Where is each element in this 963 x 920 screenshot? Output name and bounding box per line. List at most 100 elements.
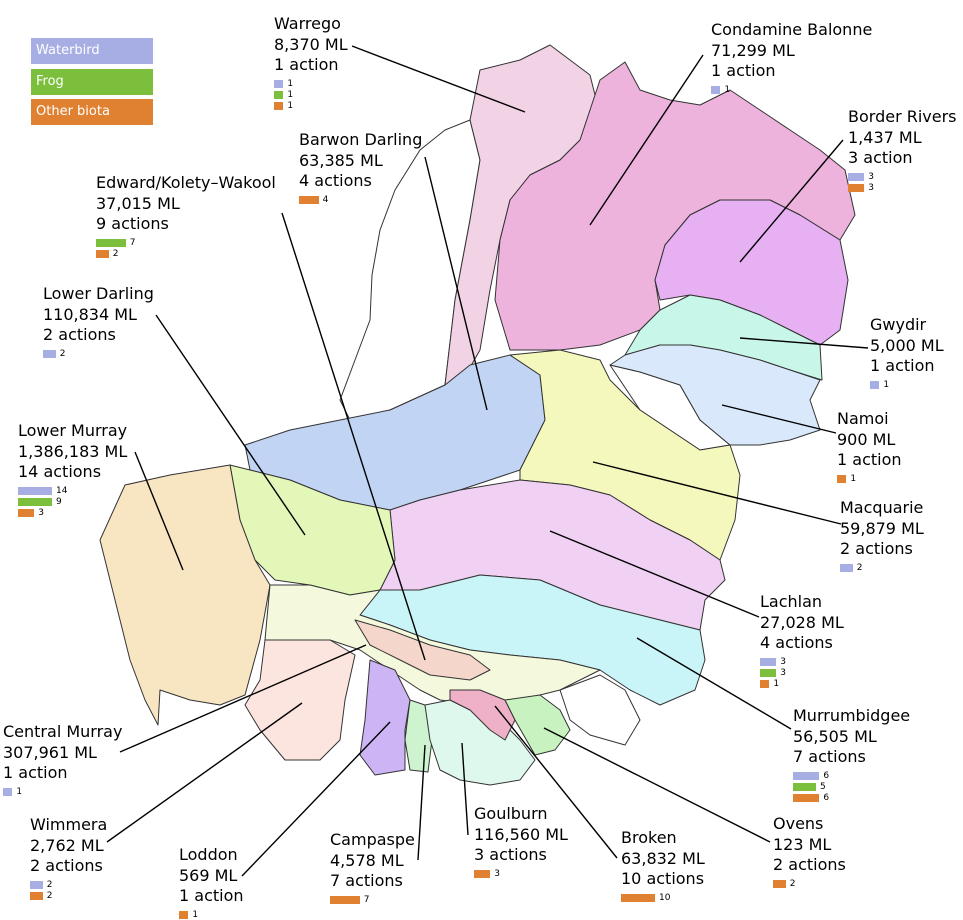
leader-campaspe [417, 744, 426, 861]
leader-border [739, 139, 844, 263]
bar-other-biota [621, 894, 655, 902]
catchment-name: Lower Murray [18, 421, 128, 440]
catchment-volume: 37,015 ML [96, 193, 180, 213]
bar-count: 1 [192, 909, 199, 920]
bar-row-waterbird: 3 [848, 172, 957, 182]
region-border-rivers [654, 199, 849, 346]
bar-row-other-biota: 3 [18, 507, 127, 518]
catchment-actions: 9 actions [96, 214, 169, 233]
leader-centralmurray [119, 644, 367, 753]
leader-macquarie [592, 461, 842, 525]
catchment-volume: 63,832 ML [621, 848, 705, 868]
bar-other-biota [760, 680, 770, 688]
catchment-volume: 27,028 ML [760, 612, 844, 632]
bar-count: 14 [56, 485, 68, 496]
bar-count: 3 [38, 507, 44, 518]
bar-row-waterbird: 14 [18, 485, 127, 496]
region-namoi [609, 344, 821, 446]
bar-waterbird [870, 381, 880, 389]
catchment-name: Campaspe [330, 830, 415, 849]
region-lower-murray [99, 464, 271, 726]
callout-centralmurray: Central Murray 307,961 ML 1 action 1 [3, 722, 122, 799]
catchment-actions: 1 action [837, 450, 902, 469]
bar-count: 2 [46, 890, 53, 901]
callout-campaspe: Campaspe 4,578 ML 7 actions 7 [330, 830, 415, 907]
bar-row-frog: 1 [274, 90, 348, 100]
leader-broken [494, 705, 618, 859]
bar-row-frog: 9 [18, 497, 127, 507]
bar-count: 1 [850, 473, 857, 484]
bar-waterbird [760, 658, 777, 666]
bar-row-frog: 3 [760, 668, 844, 678]
bar-count: 3 [780, 656, 786, 667]
bar-row-waterbird: 1 [711, 85, 872, 95]
catchment-name: Lower Darling [43, 284, 154, 303]
bar-count: 2 [789, 878, 796, 889]
catchment-volume: 4,578 ML [330, 850, 404, 870]
leader-lowermurray [134, 451, 184, 571]
catchment-actions: 3 action [848, 148, 913, 167]
bar-count: 5 [820, 781, 826, 792]
leader-wimmera [106, 702, 303, 843]
catchment-volume: 307,961 ML [3, 742, 97, 762]
callout-gwydir: Gwydir 5,000 ML 1 action 1 [870, 315, 944, 392]
bar-row-other-biota: 1 [760, 679, 844, 689]
bar-row-other-biota: 2 [30, 890, 107, 901]
catchment-actions: 1 action [274, 55, 339, 74]
leader-lines [106, 45, 869, 877]
catchment-volume: 900 ML [837, 429, 896, 449]
leader-condamine [589, 54, 704, 226]
bar-count: 3 [494, 868, 500, 879]
catchment-actions: 1 action [3, 763, 68, 782]
catchment-actions: 2 actions [773, 855, 846, 874]
catchment-name: Central Murray [3, 722, 123, 741]
catchment-name: Gwydir [870, 315, 927, 334]
catchment-name: Namoi [837, 409, 889, 428]
catchment-name: Warrego [274, 14, 341, 33]
bar-row-waterbird: 1 [274, 79, 348, 89]
bar-row-waterbird: 2 [840, 562, 924, 573]
catchment-volume: 59,879 ML [840, 518, 924, 538]
leader-lachlan [549, 530, 760, 618]
catchment-volume: 569 ML [179, 865, 238, 885]
bar-other-biota [793, 794, 820, 802]
catchment-actions: 4 actions [299, 171, 372, 190]
action-bars: 1 [870, 379, 944, 390]
catchment-volume: 110,834 ML [43, 304, 137, 324]
catchment-name: Border Rivers [848, 107, 957, 126]
bar-waterbird [711, 86, 721, 94]
action-bars: 4 [299, 195, 422, 205]
region-central-murray [264, 584, 601, 706]
catchment-actions: 14 actions [18, 462, 102, 481]
bar-row-waterbird: 2 [43, 349, 154, 359]
leader-barwon [424, 156, 488, 411]
region-loddon [359, 659, 411, 776]
bar-count: 2 [856, 562, 863, 573]
bar-count: 1 [883, 379, 890, 390]
catchment-volume: 1,437 ML [848, 127, 922, 147]
bar-waterbird [18, 487, 52, 495]
catchment-volume: 123 ML [773, 834, 832, 854]
catchment-name: Murrumbidgee [793, 706, 911, 725]
catchment-name: Barwon Darling [299, 130, 423, 149]
bar-row-waterbird: 1 [870, 379, 944, 390]
legend-waterbird: Waterbird [31, 38, 153, 64]
catchment-name: Goulburn [474, 804, 548, 823]
catchment-volume: 1,386,183 ML [18, 441, 128, 461]
bar-count: 6 [823, 770, 830, 781]
bar-frog [793, 783, 816, 791]
action-bars: 14 9 3 [18, 485, 127, 518]
callout-macquarie: Macquarie 59,879 ML 2 actions 2 [840, 498, 924, 575]
bar-count: 2 [46, 879, 53, 890]
catchment-actions: 1 action [870, 356, 935, 375]
leader-warrego [351, 45, 526, 113]
bar-count: 7 [363, 894, 370, 905]
bar-count: 3 [868, 182, 874, 193]
leader-edward [281, 212, 426, 661]
catchment-actions: 3 actions [474, 845, 547, 864]
